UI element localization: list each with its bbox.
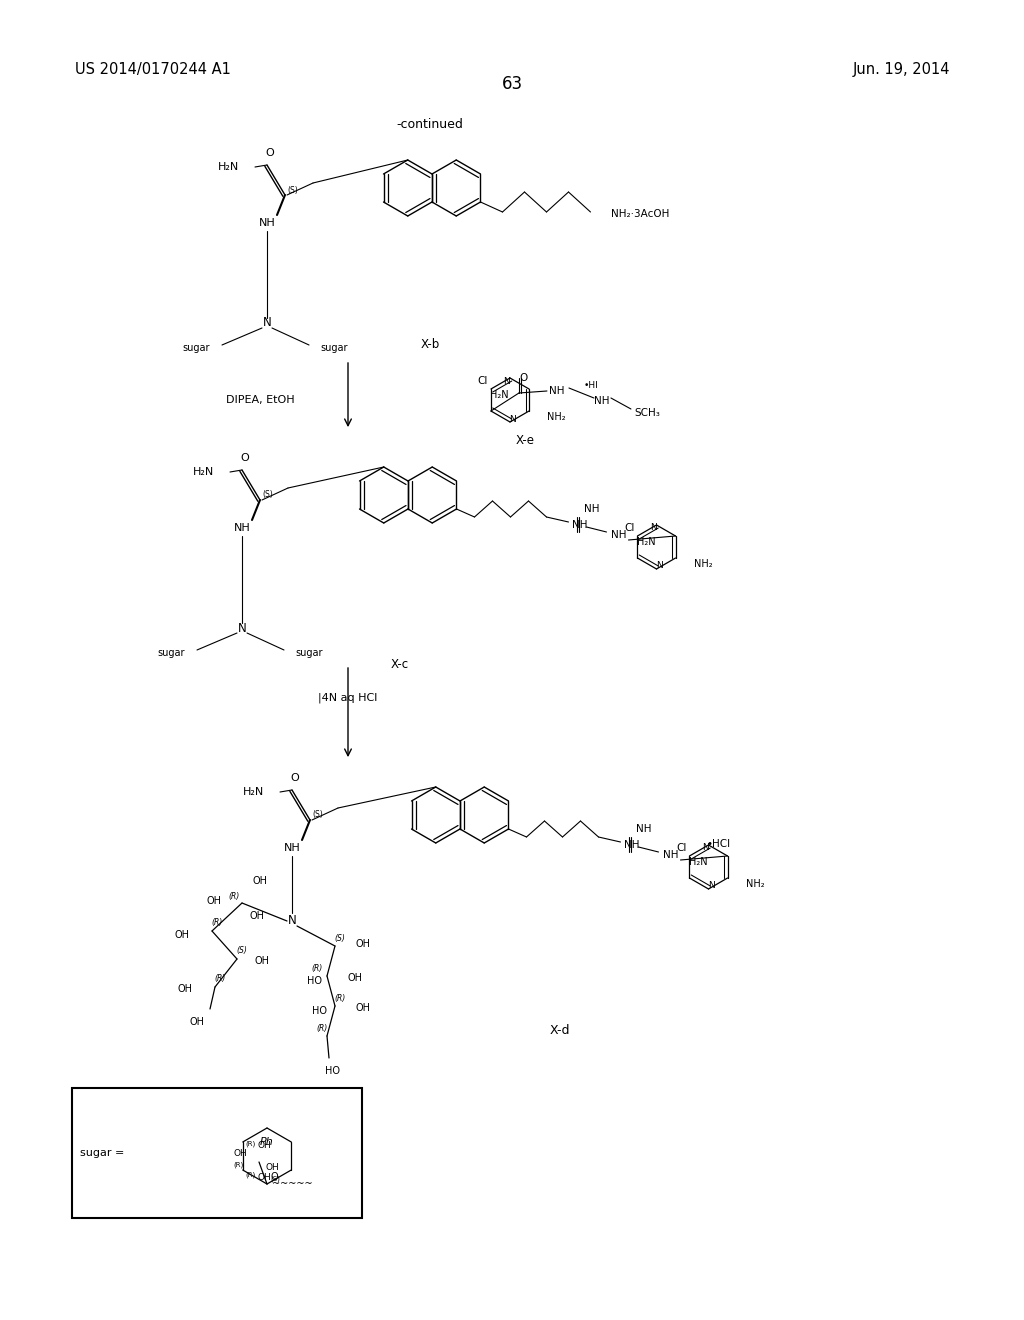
Text: O: O — [265, 148, 274, 158]
Text: N: N — [504, 376, 510, 385]
Text: Cl: Cl — [676, 843, 687, 853]
Text: SCH₃: SCH₃ — [634, 408, 659, 418]
Text: NH₂: NH₂ — [745, 879, 764, 888]
Text: (R): (R) — [214, 974, 225, 983]
Text: H₂N: H₂N — [243, 787, 264, 797]
Text: (R): (R) — [311, 964, 323, 973]
Text: sugar: sugar — [295, 648, 323, 657]
Text: sugar: sugar — [158, 648, 185, 657]
Text: OH: OH — [347, 973, 362, 983]
Text: N: N — [650, 524, 656, 532]
Text: H₂N: H₂N — [689, 857, 708, 867]
Text: (R): (R) — [211, 919, 222, 928]
Text: OH: OH — [207, 896, 221, 906]
Text: •HCl: •HCl — [707, 840, 730, 849]
Text: OH: OH — [253, 876, 267, 886]
Text: N: N — [262, 317, 271, 330]
Text: O: O — [520, 374, 528, 383]
Text: NH: NH — [610, 531, 627, 540]
FancyBboxPatch shape — [72, 1088, 362, 1218]
Text: NH: NH — [636, 824, 651, 834]
Text: ~~~~~: ~~~~~ — [271, 1179, 312, 1189]
Text: US 2014/0170244 A1: US 2014/0170244 A1 — [75, 62, 230, 77]
Text: N: N — [510, 414, 516, 424]
Text: O: O — [291, 774, 299, 783]
Text: sugar: sugar — [182, 343, 210, 352]
Text: -continued: -continued — [396, 119, 464, 132]
Text: OH: OH — [355, 939, 371, 949]
Text: H₂N: H₂N — [490, 389, 509, 400]
Text: OH: OH — [174, 931, 189, 940]
Text: 63: 63 — [502, 75, 522, 92]
Text: O: O — [241, 453, 250, 463]
Text: OH: OH — [255, 956, 269, 966]
Text: Ph: Ph — [260, 1137, 273, 1147]
Text: HO: HO — [312, 1006, 327, 1016]
Text: N: N — [288, 915, 296, 928]
Text: (S): (S) — [312, 810, 324, 820]
Text: NH: NH — [259, 218, 275, 228]
Text: NH₂: NH₂ — [693, 558, 712, 569]
Text: Cl: Cl — [478, 376, 488, 385]
Text: H₂N: H₂N — [218, 162, 239, 172]
Text: H₂N: H₂N — [637, 537, 655, 546]
Text: NH: NH — [624, 840, 639, 850]
Text: O: O — [270, 1172, 278, 1181]
Text: NH: NH — [584, 504, 599, 513]
Text: (S): (S) — [270, 1176, 280, 1183]
Text: (R): (R) — [316, 1023, 328, 1032]
Text: DIPEA, EtOH: DIPEA, EtOH — [226, 395, 295, 405]
Text: sugar =: sugar = — [80, 1148, 124, 1158]
Text: OH: OH — [355, 1003, 371, 1012]
Text: (S): (S) — [288, 186, 298, 194]
Text: NH₂·3AcOH: NH₂·3AcOH — [611, 209, 670, 219]
Text: (R): (R) — [233, 1162, 244, 1168]
Text: OH: OH — [189, 1016, 205, 1027]
Text: NH₂: NH₂ — [547, 412, 565, 422]
Text: X-b: X-b — [421, 338, 439, 351]
Text: NH: NH — [233, 523, 251, 533]
Text: NH: NH — [571, 520, 587, 531]
Text: H₂N: H₂N — [193, 467, 214, 477]
Text: (R): (R) — [228, 892, 240, 902]
Text: N: N — [702, 843, 709, 853]
Text: X-c: X-c — [391, 659, 409, 672]
Text: (S): (S) — [237, 946, 248, 956]
Text: (S): (S) — [262, 491, 273, 499]
Text: NH: NH — [594, 396, 609, 407]
Text: sugar: sugar — [319, 343, 347, 352]
Text: OH: OH — [177, 983, 193, 994]
Text: N: N — [238, 622, 247, 635]
Text: (R): (R) — [246, 1140, 256, 1147]
Text: HO: HO — [307, 975, 322, 986]
Text: HO: HO — [325, 1067, 340, 1076]
Text: OH: OH — [233, 1150, 248, 1159]
Text: |4N aq HCl: |4N aq HCl — [318, 693, 378, 704]
Text: NH: NH — [663, 850, 678, 861]
Text: X-e: X-e — [515, 433, 535, 446]
Text: (R): (R) — [335, 994, 346, 1002]
Text: (R): (R) — [246, 1172, 256, 1179]
Text: N: N — [709, 882, 715, 891]
Text: Jun. 19, 2014: Jun. 19, 2014 — [853, 62, 950, 77]
Text: OH: OH — [258, 1173, 271, 1183]
Text: OH: OH — [265, 1163, 279, 1172]
Text: NH: NH — [549, 385, 564, 396]
Text: OH: OH — [250, 911, 264, 921]
Text: Cl: Cl — [625, 523, 635, 533]
Text: (S): (S) — [335, 933, 345, 942]
Text: NH: NH — [284, 843, 300, 853]
Text: •HI: •HI — [584, 380, 598, 389]
Text: OH: OH — [258, 1142, 271, 1151]
Text: X-d: X-d — [550, 1023, 570, 1036]
Text: N: N — [656, 561, 663, 570]
